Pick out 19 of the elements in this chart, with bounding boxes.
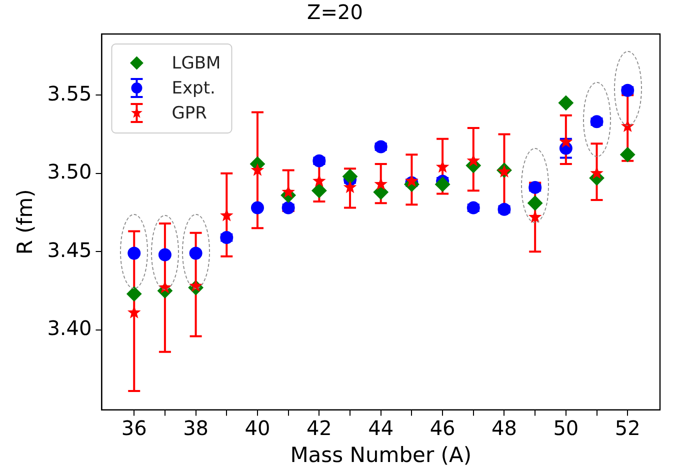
- legend-label: LGBM: [172, 53, 221, 74]
- y-tick-label: 3.45: [47, 238, 92, 262]
- x-tick-label: 38: [183, 416, 209, 440]
- y-axis-title: R (fm): [13, 189, 38, 255]
- y-tick-label: 3.55: [47, 81, 92, 106]
- x-tick-label: 40: [244, 416, 270, 440]
- x-tick-label: 46: [430, 416, 456, 440]
- legend-label: Expt.: [172, 78, 216, 98]
- x-tick-label: 36: [121, 416, 147, 440]
- chart-title: Z=20: [307, 0, 363, 24]
- x-axis-title: Mass Number (A): [290, 442, 472, 467]
- x-tick-label: 52: [614, 416, 640, 440]
- y-tick-label: 3.50: [47, 160, 92, 184]
- x-tick-label: 48: [492, 416, 517, 440]
- x-tick-label: 44: [368, 416, 394, 440]
- y-tick-label: 3.40: [47, 316, 92, 340]
- legend-label: GPR: [172, 103, 208, 124]
- x-tick-label: 50: [553, 416, 579, 440]
- x-tick-label: 42: [306, 416, 332, 440]
